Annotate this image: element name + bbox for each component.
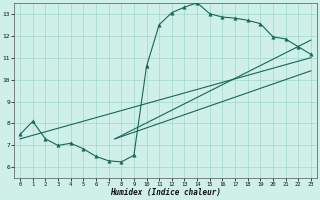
X-axis label: Humidex (Indice chaleur): Humidex (Indice chaleur) [110, 188, 221, 197]
